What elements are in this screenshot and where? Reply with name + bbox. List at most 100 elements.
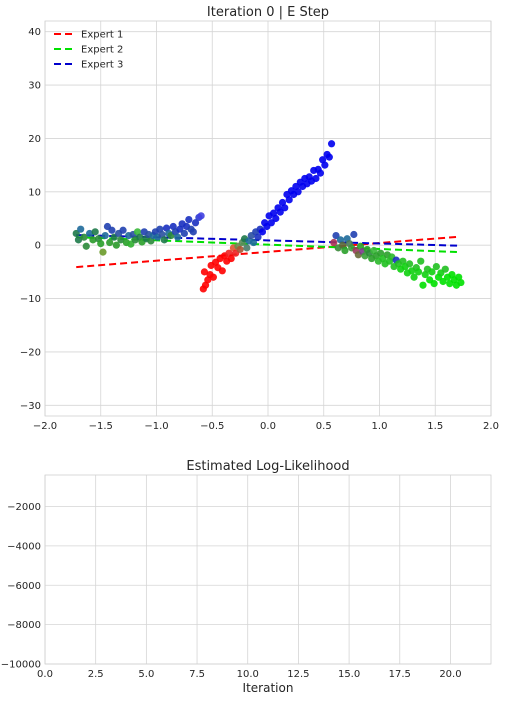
- data-point: [72, 229, 80, 238]
- data-point: [77, 225, 85, 233]
- data-point: [332, 231, 340, 240]
- expert-lines: [76, 234, 460, 269]
- data-point: [457, 278, 465, 287]
- loglik-y-tick: −6000: [7, 581, 41, 592]
- data-point: [189, 228, 197, 236]
- data-point: [417, 257, 425, 265]
- scatter-x-tick: −0.5: [200, 421, 224, 432]
- scatter-panel: −2.0 −1.5 −1.0 −0.5 0.0 0.5 1.0 1.5 2.0 −30 −20 −1…: [20, 5, 499, 432]
- data-point: [325, 153, 333, 161]
- loglik-x-tick: 15.0: [338, 669, 360, 680]
- scatter-y-ticks: −30 −20 −10 0 10 20 30 40: [20, 27, 41, 412]
- data-point: [312, 174, 320, 183]
- data-point: [272, 214, 280, 223]
- expert-line: [76, 236, 460, 254]
- data-point: [101, 231, 109, 240]
- data-point: [285, 196, 293, 204]
- loglik-grid: [44, 475, 491, 665]
- data-point: [127, 240, 135, 248]
- data-point: [410, 273, 418, 281]
- loglik-y-ticks: −10000 −8000 −6000 −4000 −2000: [1, 502, 41, 671]
- data-point: [180, 229, 188, 238]
- data-point: [191, 219, 200, 227]
- data-point: [294, 188, 302, 196]
- scatter-x-tick: 0.5: [316, 421, 332, 432]
- data-point: [316, 169, 325, 177]
- data-point: [227, 254, 235, 263]
- loglik-x-tick: 5.0: [138, 669, 154, 680]
- data-point: [97, 239, 105, 248]
- scatter-x-tick: 1.0: [372, 421, 388, 432]
- scatter-y-tick: 10: [28, 187, 41, 198]
- data-point: [430, 280, 438, 288]
- data-point: [267, 219, 275, 227]
- scatter-y-tick: −10: [20, 294, 41, 305]
- loglik-x-ticks: 0.0 2.5 5.0 7.5 10.0 12.5 15.0 17.5 20.0: [37, 669, 462, 680]
- data-point: [218, 267, 226, 275]
- scatter-x-tick: −2.0: [33, 421, 57, 432]
- scatter-y-tick: 0: [35, 241, 41, 252]
- data-point: [441, 265, 449, 273]
- scatter-y-tick: −20: [20, 347, 41, 358]
- data-point: [276, 208, 284, 216]
- scatter-x-tick: 0.0: [260, 421, 276, 432]
- data-point: [106, 238, 114, 247]
- scatter-x-tick: −1.0: [144, 421, 168, 432]
- loglik-x-tick: 17.5: [389, 669, 411, 680]
- scatter-x-tick: 2.0: [483, 421, 499, 432]
- scatter-x-tick: −1.5: [89, 421, 113, 432]
- data-point: [200, 268, 209, 276]
- loglik-y-tick: −10000: [1, 660, 41, 671]
- loglik-title: Estimated Log-Likelihood: [186, 459, 349, 474]
- data-point: [414, 268, 423, 276]
- data-point: [439, 277, 447, 286]
- loglik-panel: 0.0 2.5 5.0 7.5 10.0 12.5 15.0 17.5 20.0 −10000−…: [1, 459, 492, 695]
- data-point: [428, 268, 436, 276]
- data-point: [174, 233, 182, 241]
- loglik-x-tick: 10.0: [237, 669, 259, 680]
- scatter-title: Iteration 0 | E Step: [207, 5, 329, 20]
- data-point: [119, 226, 127, 234]
- loglik-x-tick: 7.5: [189, 669, 205, 680]
- data-point: [197, 212, 205, 220]
- data-point: [91, 228, 99, 236]
- scatter-y-tick: 40: [28, 27, 41, 38]
- expert-line: [76, 235, 460, 269]
- scatter-x-tick: 1.5: [427, 421, 443, 432]
- data-point: [419, 281, 427, 289]
- loglik-x-tick: 20.0: [439, 669, 461, 680]
- loglik-x-tick: 2.5: [88, 669, 104, 680]
- scatter-y-tick: 30: [28, 81, 41, 92]
- data-point: [341, 246, 349, 255]
- data-point: [185, 215, 193, 224]
- loglik-y-tick: −4000: [7, 541, 41, 552]
- legend: Expert 1 Expert 2 Expert 3: [54, 30, 123, 71]
- data-point: [209, 273, 217, 281]
- scatter-x-ticks: −2.0 −1.5 −1.0 −0.5 0.0 0.5 1.0 1.5 2.0: [33, 421, 499, 432]
- data-point: [86, 229, 94, 238]
- data-point: [350, 230, 358, 239]
- legend-label: Expert 2: [81, 45, 123, 56]
- loglik-y-tick: −8000: [7, 620, 41, 631]
- data-point: [330, 238, 338, 247]
- data-point: [249, 238, 258, 247]
- data-point: [108, 226, 116, 234]
- data-point: [117, 236, 125, 244]
- data-point: [82, 242, 90, 250]
- scatter-y-tick: −30: [20, 401, 41, 412]
- data-point: [112, 241, 120, 249]
- data-point: [432, 262, 440, 271]
- legend-label: Expert 1: [81, 30, 123, 41]
- data-point: [89, 236, 97, 244]
- data-point: [321, 161, 329, 169]
- data-point: [243, 244, 251, 252]
- data-point: [406, 260, 414, 268]
- data-point: [254, 233, 262, 241]
- data-point: [327, 140, 336, 148]
- scatter-y-tick: 20: [28, 134, 41, 145]
- data-point: [258, 228, 267, 236]
- loglik-y-tick: −2000: [7, 502, 41, 513]
- data-point: [80, 233, 88, 241]
- data-point: [281, 204, 289, 212]
